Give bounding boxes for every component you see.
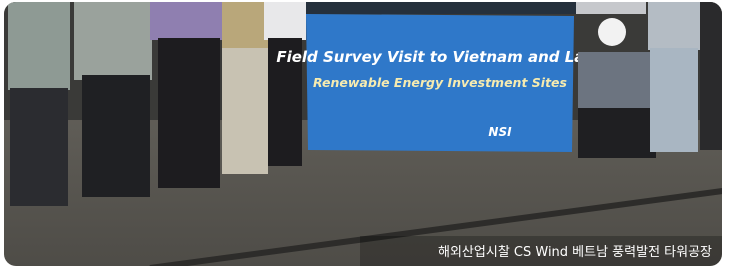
page: Field Survey Visit to Vietnam and Laos R… bbox=[0, 0, 730, 268]
photo: Field Survey Visit to Vietnam and Laos R… bbox=[0, 0, 730, 268]
caption: 해외산업시찰 CS Wind 베트남 풍력발전 타워공장 bbox=[438, 245, 712, 260]
banner-logo: NSI bbox=[488, 125, 512, 139]
banner-title: Field Survey Visit to Vietnam and Laos bbox=[276, 48, 603, 66]
banner-subtitle: Renewable Energy Investment Sites bbox=[313, 75, 567, 90]
photo-scene: Field Survey Visit to Vietnam and Laos R… bbox=[0, 0, 730, 268]
banner: Field Survey Visit to Vietnam and Laos R… bbox=[276, 14, 603, 152]
